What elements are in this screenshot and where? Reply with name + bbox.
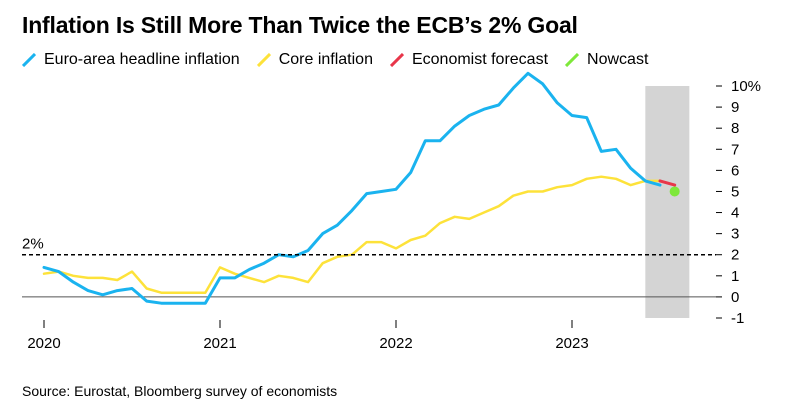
nowcast-swatch-icon — [565, 53, 580, 67]
legend: Euro-area headline inflation Core inflat… — [22, 51, 665, 69]
core-inflation-line — [42, 175, 662, 294]
y-tick-label: 1 — [731, 268, 739, 285]
y-tick-label: 7 — [731, 141, 739, 158]
y-tick-label: 9 — [731, 99, 739, 116]
nowcast-point — [669, 186, 680, 197]
x-tick-label: 2023 — [555, 335, 588, 352]
y-tick-label: -1 — [731, 310, 744, 327]
chart-title: Inflation Is Still More Than Twice the E… — [22, 12, 578, 38]
y-tick-label: 5 — [731, 183, 739, 200]
legend-label-forecast: Economist forecast — [411, 51, 549, 68]
x-tick-label: 2020 — [27, 335, 60, 352]
y-tick-label: 6 — [731, 162, 739, 179]
ecb-target-label: 2% — [22, 236, 44, 253]
legend-label-nowcast: Nowcast — [587, 51, 649, 68]
headline-swatch-icon — [22, 53, 36, 67]
legend-item-core: Core inflation — [256, 51, 373, 69]
nowcast-shaded-region — [645, 86, 690, 318]
x-tick-label: 2021 — [203, 335, 236, 352]
y-tick-label: 10% — [731, 78, 761, 95]
y-tick-label: 2 — [731, 247, 739, 264]
y-tick-label: 0 — [731, 289, 739, 306]
y-tick-label: 4 — [731, 205, 739, 222]
legend-item-forecast: Economist forecast — [389, 51, 549, 69]
legend-item-headline: Euro-area headline inflation — [22, 51, 240, 69]
y-tick-label: 8 — [731, 120, 739, 137]
headline-inflation-line — [42, 71, 662, 305]
economist-forecast-line — [658, 179, 677, 187]
x-tick-label: 2022 — [379, 335, 412, 352]
legend-label-headline: Euro-area headline inflation — [44, 51, 240, 68]
source-note: Source: Eurostat, Bloomberg survey of ec… — [22, 383, 338, 399]
forecast-swatch-icon — [389, 53, 404, 67]
y-tick-label: 3 — [731, 226, 739, 243]
core-swatch-icon — [256, 53, 271, 67]
legend-item-nowcast: Nowcast — [565, 51, 648, 69]
legend-label-core: Core inflation — [278, 51, 373, 68]
